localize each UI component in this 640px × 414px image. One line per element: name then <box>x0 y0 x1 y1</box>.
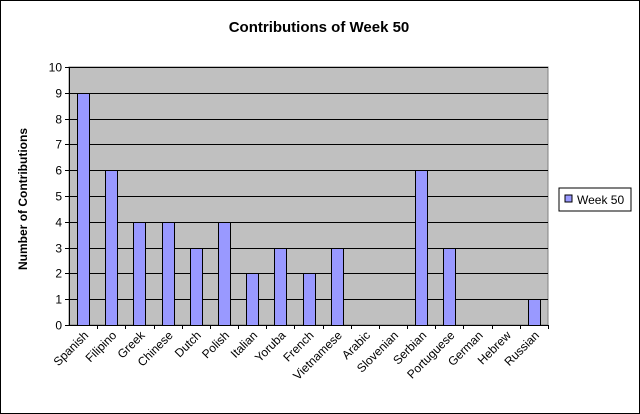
y-axis-label: Number of Contributions <box>16 128 30 270</box>
legend-swatch <box>564 194 573 203</box>
y-tick-label: 3 <box>55 242 62 256</box>
y-tick-label: 9 <box>55 87 62 101</box>
bar <box>218 222 231 326</box>
bar <box>415 170 428 326</box>
bar <box>443 248 456 326</box>
y-tick-label: 2 <box>55 267 62 281</box>
bar <box>246 273 259 326</box>
legend-box <box>558 187 632 212</box>
chart-title: Contributions of Week 50 <box>229 19 410 36</box>
bar <box>274 248 287 326</box>
bar <box>303 273 316 326</box>
legend-label: Week 50 <box>577 193 624 207</box>
y-tick-label: 7 <box>55 138 62 152</box>
bar <box>105 170 118 326</box>
y-tick-label: 5 <box>55 190 62 204</box>
y-tick-label: 6 <box>55 164 62 178</box>
bar <box>133 222 146 326</box>
bar <box>77 93 90 326</box>
legend: Week 50 <box>558 187 632 212</box>
y-tick-label: 0 <box>55 319 62 333</box>
y-tick-label: 10 <box>49 61 63 75</box>
bar <box>162 222 175 326</box>
y-tick-label: 8 <box>55 113 62 127</box>
bar <box>190 248 203 326</box>
bar <box>528 299 541 326</box>
y-tick-label: 1 <box>55 293 62 307</box>
bar <box>331 248 344 326</box>
y-tick-label: 4 <box>55 216 62 230</box>
